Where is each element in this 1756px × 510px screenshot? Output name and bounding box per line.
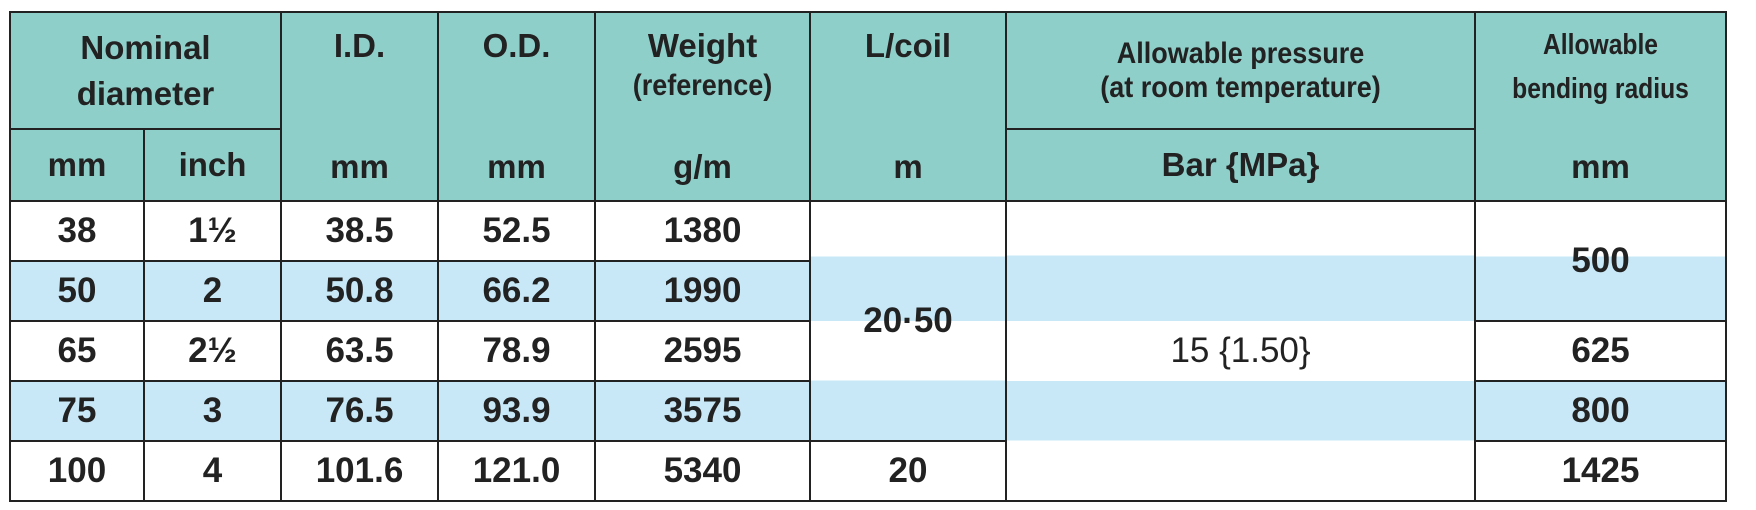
column-unit: g/m <box>673 148 732 185</box>
cell: 75 <box>9 380 145 442</box>
column-unit: mm <box>330 148 389 185</box>
header-cell: L/coil m <box>809 11 1008 202</box>
cell: 100 <box>9 440 145 502</box>
cell: 4 <box>142 440 283 502</box>
header-row: Nominal diameter I.D. mm O.D. mm Weight (re… <box>8 10 1728 202</box>
cell: 800 <box>1474 380 1728 442</box>
cell: 2½ <box>142 320 283 382</box>
cell: 65 <box>9 320 145 382</box>
header-cell: Allowable pressure (at room temperature) <box>1005 10 1477 131</box>
cell: 76.5 <box>280 380 440 442</box>
cell: 1380 <box>594 200 812 262</box>
header-cell: O.D. mm <box>437 11 597 202</box>
data-row: 38 1½ 38.5 52.5 1380 20·50 15 {1.50} 500 <box>9 200 1728 502</box>
column-unit: mm <box>1571 148 1630 185</box>
cell: 52.5 <box>437 200 597 262</box>
cell: 20 <box>809 440 1008 502</box>
cell: 625 <box>1474 320 1728 382</box>
cell: 2 <box>142 260 283 322</box>
cell: 93.9 <box>437 380 597 442</box>
data-row: 100 4 101.6 121.0 5340 20 1425 <box>9 440 1728 502</box>
cell: 1990 <box>594 260 812 322</box>
cell: 2595 <box>594 320 812 382</box>
header-cell: Nominal diameter <box>8 10 283 131</box>
cell: 20·50 <box>809 200 1008 442</box>
header-cell: Allowable bending radius mm <box>1474 11 1728 202</box>
header-cell: I.D. mm <box>280 11 440 202</box>
column-note: (at room temperature) <box>1100 70 1381 104</box>
column-title: Nominal diameter <box>76 28 215 112</box>
cell: 50.8 <box>280 260 440 322</box>
cell: 63.5 <box>280 320 440 382</box>
cell: 66.2 <box>437 260 597 322</box>
column-title: Weight <box>647 27 758 64</box>
spec-table: Nominal diameter I.D. mm O.D. mm Weight (re… <box>8 10 1728 502</box>
column-unit: mm <box>487 148 546 185</box>
cell: 1425 <box>1474 440 1728 502</box>
column-unit: mm <box>9 128 145 202</box>
data-row: 75 3 76.5 93.9 3575 800 <box>9 380 1728 442</box>
header-cell: Weight (reference) g/m <box>594 11 812 202</box>
cell: 500 <box>1474 200 1728 322</box>
cell: 15 {1.50} <box>1005 200 1477 502</box>
table-header: Nominal diameter I.D. mm O.D. mm Weight (re… <box>8 10 1728 202</box>
cell: 78.9 <box>437 320 597 382</box>
header-row: mm inch Bar {MPa} <box>9 128 1726 202</box>
cell: 5340 <box>594 440 812 502</box>
column-unit: inch <box>142 128 283 202</box>
column-title: L/coil <box>864 27 952 64</box>
cell: 3 <box>142 380 283 442</box>
table-body: 38 1½ 38.5 52.5 1380 20·50 15 {1.50} 500… <box>9 200 1728 502</box>
cell: 38.5 <box>280 200 440 262</box>
cell: 50 <box>9 260 145 322</box>
data-row: 65 2½ 63.5 78.9 2595 625 <box>9 320 1728 382</box>
column-title: O.D. <box>482 27 551 64</box>
cell: 3575 <box>594 380 812 442</box>
cell: 1½ <box>142 200 283 262</box>
column-unit: Bar {MPa} <box>1005 128 1477 202</box>
column-title: Allowable pressure <box>1116 36 1365 70</box>
cell: 121.0 <box>437 440 597 502</box>
column-note: (reference) <box>632 69 773 102</box>
cell: 38 <box>9 200 145 262</box>
column-unit: m <box>893 148 923 185</box>
cell: 101.6 <box>280 440 440 502</box>
column-title: Allowable bending radius <box>1512 29 1689 105</box>
data-row: 50 2 50.8 66.2 1990 <box>9 260 1726 322</box>
column-title: I.D. <box>333 27 386 64</box>
